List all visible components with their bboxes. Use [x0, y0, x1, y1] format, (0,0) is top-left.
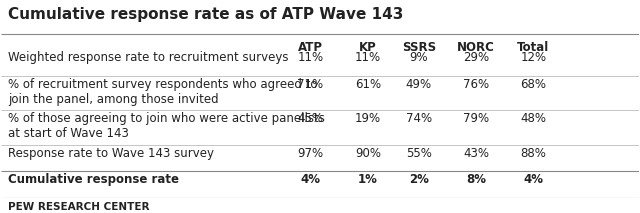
Text: 88%: 88%: [520, 147, 547, 160]
Text: 8%: 8%: [466, 173, 486, 186]
Text: 43%: 43%: [463, 147, 489, 160]
Text: Weighted response rate to recruitment surveys: Weighted response rate to recruitment su…: [8, 51, 288, 64]
Text: % of recruitment survey respondents who agreed to
join the panel, among those in: % of recruitment survey respondents who …: [8, 78, 317, 106]
Text: 49%: 49%: [406, 78, 432, 91]
Text: 1%: 1%: [358, 173, 378, 186]
Text: 97%: 97%: [298, 147, 323, 160]
Text: 45%: 45%: [298, 112, 323, 125]
Text: 4%: 4%: [524, 173, 543, 186]
Text: 29%: 29%: [463, 51, 489, 64]
Text: % of those agreeing to join who were active panelists
at start of Wave 143: % of those agreeing to join who were act…: [8, 112, 324, 140]
Text: 71%: 71%: [298, 78, 323, 91]
Text: PEW RESEARCH CENTER: PEW RESEARCH CENTER: [8, 202, 149, 212]
Text: 79%: 79%: [463, 112, 489, 125]
Text: KP: KP: [359, 41, 377, 54]
Text: ATP: ATP: [298, 41, 323, 54]
Text: 11%: 11%: [298, 51, 323, 64]
Text: Total: Total: [517, 41, 550, 54]
Text: 76%: 76%: [463, 78, 489, 91]
Text: 9%: 9%: [410, 51, 428, 64]
Text: Cumulative response rate: Cumulative response rate: [8, 173, 179, 186]
Text: SSRS: SSRS: [402, 41, 436, 54]
Text: 48%: 48%: [520, 112, 547, 125]
Text: 61%: 61%: [355, 78, 381, 91]
Text: NORC: NORC: [457, 41, 495, 54]
Text: 68%: 68%: [520, 78, 547, 91]
Text: 11%: 11%: [355, 51, 381, 64]
Text: 4%: 4%: [300, 173, 321, 186]
Text: 90%: 90%: [355, 147, 381, 160]
Text: 12%: 12%: [520, 51, 547, 64]
Text: Cumulative response rate as of ATP Wave 143: Cumulative response rate as of ATP Wave …: [8, 7, 403, 22]
Text: Response rate to Wave 143 survey: Response rate to Wave 143 survey: [8, 147, 214, 160]
Text: 74%: 74%: [406, 112, 432, 125]
Text: 19%: 19%: [355, 112, 381, 125]
Text: 55%: 55%: [406, 147, 432, 160]
Text: 2%: 2%: [409, 173, 429, 186]
